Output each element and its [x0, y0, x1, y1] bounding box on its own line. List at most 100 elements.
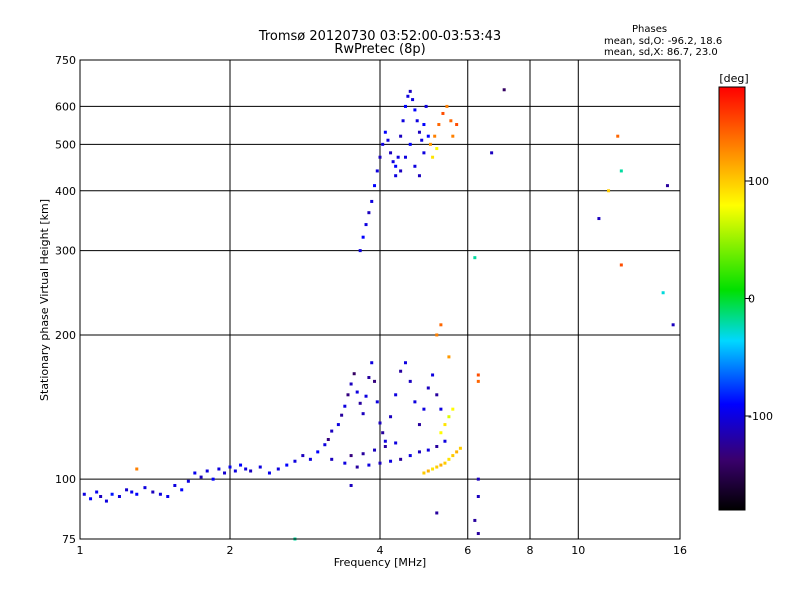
data-point-series-1: [426, 469, 430, 473]
x-tick-label: 10: [571, 544, 585, 557]
data-point-series-0: [389, 151, 393, 155]
data-point-series-0: [378, 461, 382, 465]
data-point-series-0: [180, 488, 184, 492]
data-point-series-1: [447, 415, 451, 419]
y-tick-label: 300: [55, 245, 76, 258]
y-tick-label: 75: [62, 533, 76, 546]
legend-line-o: mean, sd,O: -96.2, 18.6: [604, 36, 722, 47]
data-point-series-0: [426, 386, 430, 390]
data-point-series-0: [417, 174, 421, 178]
data-point-series-0: [239, 463, 243, 467]
data-point-series-0: [373, 184, 377, 188]
data-point-series-0: [431, 373, 435, 377]
data-point-series-0: [233, 469, 237, 473]
data-point-series-0: [383, 444, 387, 448]
data-point-series-2: [435, 511, 439, 515]
data-point-series-0: [301, 454, 305, 458]
data-point-series-0: [364, 394, 368, 398]
data-point-series-0: [166, 494, 170, 498]
data-point-series-0: [95, 490, 99, 494]
data-point-series-0: [89, 497, 93, 501]
chart-title-line-1: Tromsø 20120730 03:52:00-03:53:43: [258, 29, 501, 44]
data-point-series-0: [361, 235, 365, 239]
data-point-series-0: [408, 89, 412, 93]
y-tick-label: 500: [55, 138, 76, 151]
data-point-series-0: [293, 459, 297, 463]
data-point-series-0: [439, 407, 443, 411]
data-point-series-0: [352, 372, 356, 376]
data-point-series-0: [403, 104, 407, 108]
data-point-series-2: [616, 134, 620, 138]
data-point-series-0: [408, 379, 412, 383]
data-point-series-0: [358, 249, 362, 253]
data-point-series-1: [435, 147, 439, 151]
data-point-series-0: [413, 164, 417, 168]
data-point-series-2: [435, 333, 439, 337]
data-point-series-0: [355, 390, 359, 394]
colorbar: [718, 86, 746, 511]
data-point-series-1: [422, 471, 426, 475]
data-point-series-0: [367, 211, 371, 215]
data-point-series-1: [439, 431, 443, 435]
data-point-series-0: [330, 457, 334, 461]
data-point-series-0: [417, 423, 421, 427]
data-point-series-0: [389, 459, 393, 463]
data-point-series-0: [378, 155, 382, 159]
data-point-series-0: [435, 444, 439, 448]
legend-line-x: mean, sd,X: 86.7, 23.0: [604, 47, 718, 58]
data-point-series-0: [399, 169, 403, 173]
data-point-series-0: [394, 164, 398, 168]
data-point-series-0: [223, 471, 227, 475]
data-point-series-1: [441, 111, 445, 115]
data-point-series-2: [439, 323, 443, 327]
data-point-series-1: [449, 119, 453, 123]
x-tick-label: 6: [464, 544, 471, 557]
data-point-series-2: [135, 467, 139, 471]
data-points: [82, 88, 675, 541]
data-point-series-1: [451, 454, 455, 458]
data-point-series-0: [417, 450, 421, 454]
data-point-series-0: [267, 471, 271, 475]
data-point-series-2: [671, 323, 675, 327]
grid-lines: [80, 60, 680, 539]
data-point-series-0: [391, 160, 395, 164]
x-axis-ticks: 1 2 4 6 8 10 16: [77, 544, 688, 557]
data-point-series-1: [451, 134, 455, 138]
data-point-series-0: [420, 138, 424, 142]
data-point-series-1: [433, 134, 437, 138]
data-point-series-0: [399, 369, 403, 373]
data-point-series-0: [408, 142, 412, 146]
data-point-series-0: [104, 499, 108, 503]
data-point-series-2: [607, 189, 611, 193]
data-point-series-0: [99, 494, 103, 498]
data-point-series-0: [386, 138, 390, 142]
data-point-series-0: [205, 469, 209, 473]
data-point-series-0: [340, 413, 344, 417]
data-point-series-0: [326, 438, 330, 442]
data-point-series-1: [458, 446, 462, 450]
data-point-series-0: [276, 467, 280, 471]
data-point-series-0: [389, 415, 393, 419]
data-point-series-1: [445, 104, 449, 108]
data-point-series-1: [428, 142, 432, 146]
data-point-series-2: [665, 184, 669, 188]
data-point-series-1: [443, 423, 447, 427]
data-point-series-0: [383, 439, 387, 443]
data-point-series-0: [217, 467, 221, 471]
data-point-series-0: [343, 461, 347, 465]
data-point-series-0: [244, 467, 248, 471]
colorbar-ticks: 100 0 -100: [745, 175, 773, 423]
data-point-series-2: [476, 532, 480, 536]
data-point-series-0: [199, 475, 203, 479]
data-point-series-0: [381, 431, 385, 435]
data-point-series-0: [413, 400, 417, 404]
data-point-series-0: [373, 448, 377, 452]
data-point-series-0: [125, 488, 129, 492]
data-point-series-0: [375, 169, 379, 173]
data-point-series-0: [394, 174, 398, 178]
data-point-series-0: [403, 361, 407, 365]
data-point-series-0: [130, 490, 134, 494]
data-point-series-0: [375, 400, 379, 404]
data-point-series-0: [364, 223, 368, 227]
data-point-series-0: [135, 492, 139, 496]
